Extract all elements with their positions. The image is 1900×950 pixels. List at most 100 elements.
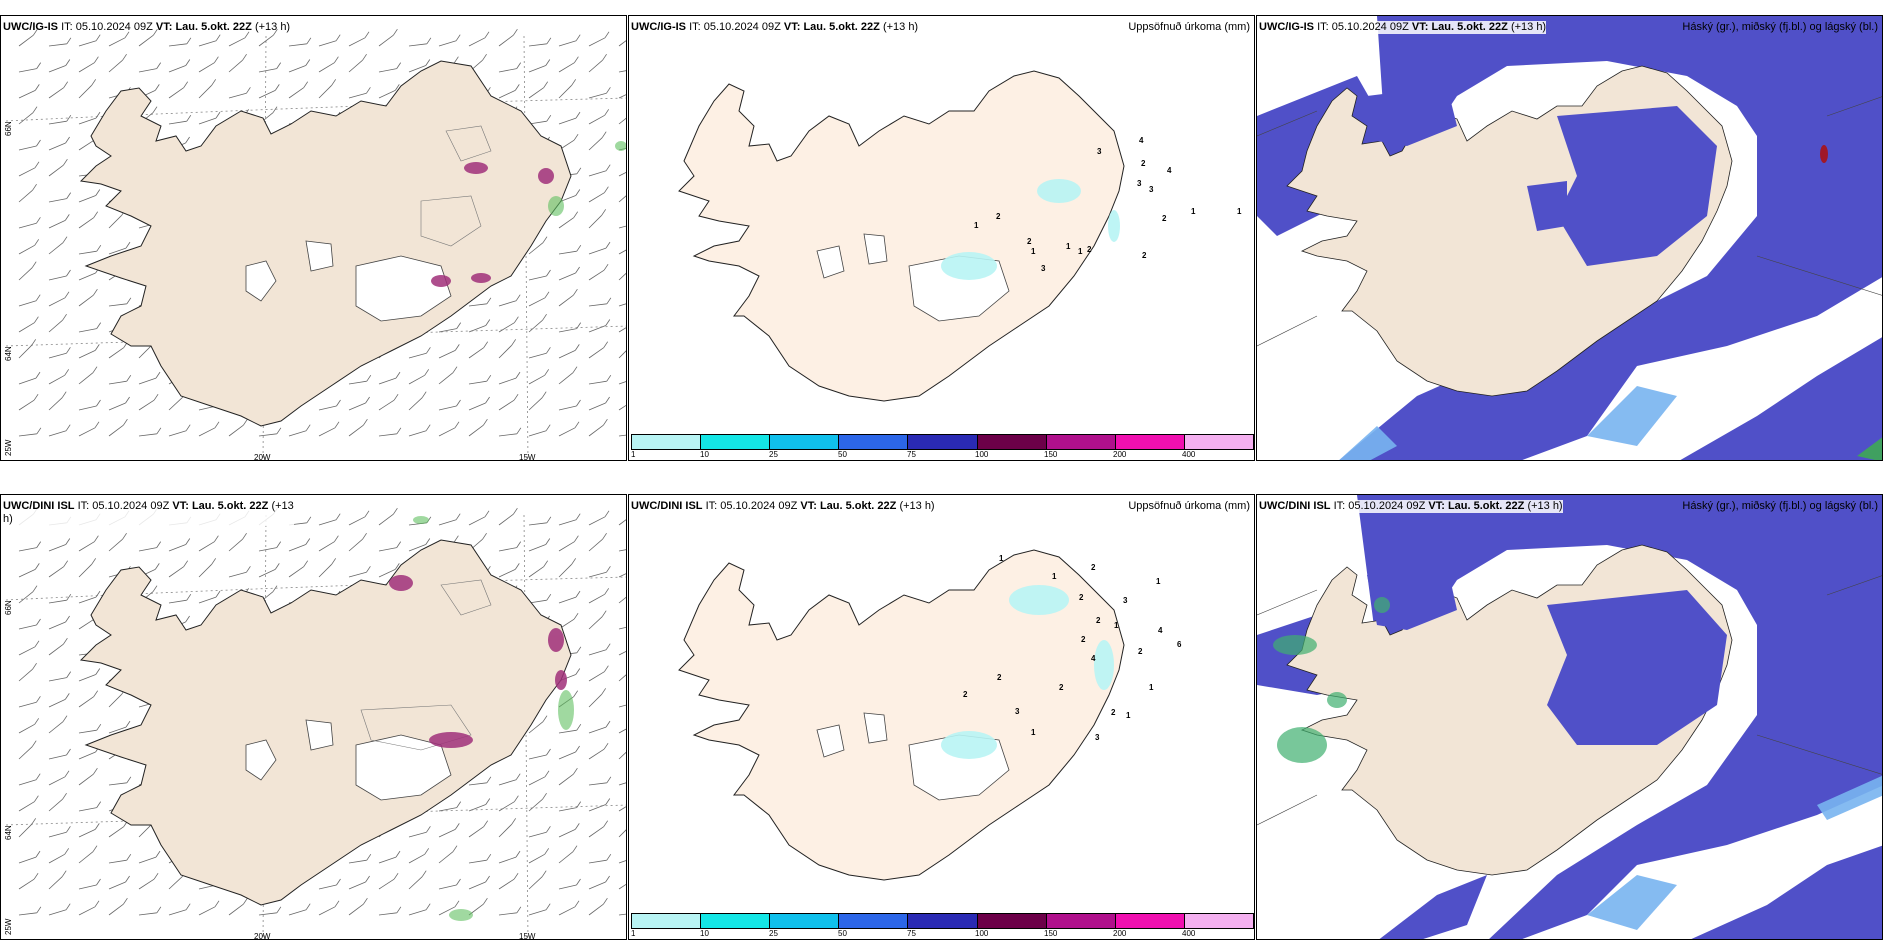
wind-barb (378, 878, 395, 890)
wind-barb (498, 801, 515, 812)
wind-barb-tick (34, 316, 39, 323)
wind-barb-tick (303, 81, 309, 88)
precip-value-label: 2 (1142, 251, 1147, 260)
wind-barb-tick (96, 723, 102, 731)
wind-barb-tick (185, 59, 191, 66)
wind-barb (528, 352, 547, 359)
wind-barb-tick (65, 615, 70, 623)
wind-barb (318, 906, 336, 916)
wind-barb (618, 728, 626, 734)
wind-barb-tick (574, 56, 579, 63)
wind-barb (468, 881, 486, 890)
wind-barb (108, 881, 126, 890)
wind-barb (588, 347, 604, 359)
wind-barb (168, 87, 184, 99)
wind-barb (558, 564, 572, 578)
wind-barb-tick (61, 391, 67, 398)
wind-barb-tick (66, 269, 71, 277)
wind-barb (198, 40, 217, 47)
lon-label-20w: 20W (254, 453, 271, 461)
wind-barb-tick (152, 585, 158, 592)
colorbar-tick: 1 (631, 450, 636, 459)
wind-barb (528, 43, 547, 47)
wind-barb (618, 573, 626, 578)
precip-value-label: 2 (963, 690, 968, 699)
wind-barb-tick (574, 823, 580, 830)
wind-barb (318, 519, 337, 526)
wind-barb-tick (34, 563, 40, 570)
wind-barb (558, 829, 576, 838)
wind-barb (588, 694, 602, 708)
wind-barb-tick (335, 34, 341, 41)
wind-barb (438, 884, 457, 890)
wind-barb-tick (575, 34, 581, 41)
wind-barb (588, 137, 603, 151)
wind-barb-tick (483, 897, 488, 905)
wind-barb-tick (95, 34, 101, 41)
wind-barb-tick (546, 826, 551, 833)
purple-cells (431, 162, 554, 287)
wind-barb-tick (61, 870, 67, 877)
wind-barb (498, 300, 517, 307)
wind-barb-tick (543, 81, 549, 88)
wind-barb-tick (31, 261, 37, 268)
wind-barb (348, 380, 367, 385)
wind-barb-tick (484, 31, 490, 39)
wind-barb-tick (64, 291, 70, 299)
wind-barb-tick (575, 111, 581, 119)
wind-barb (408, 909, 427, 916)
wind-barb (48, 65, 66, 73)
wind-barb-tick (605, 396, 610, 404)
wind-barb (48, 754, 67, 760)
wind-barb (348, 516, 366, 526)
wind-barb-tick (511, 339, 517, 346)
wind-barb (378, 433, 397, 437)
wind-barb-tick (66, 114, 72, 122)
wind-barb-tick (153, 872, 159, 880)
wind-barb (348, 59, 363, 73)
wind-barb-tick (156, 427, 162, 435)
wind-barb (48, 120, 67, 125)
wind-barb-tick (454, 823, 460, 830)
wind-barb-tick (604, 510, 610, 518)
wind-barb (18, 222, 37, 229)
wind-barb-tick (215, 111, 221, 119)
wind-barb (228, 424, 244, 437)
wind-barb (288, 430, 307, 437)
wind-barb (108, 59, 123, 73)
wind-barb-tick (276, 427, 282, 435)
wind-barb-tick (94, 56, 99, 63)
wind-barb (588, 538, 603, 552)
wind-barb-tick (574, 535, 579, 542)
wind-barb (498, 824, 512, 838)
precip-value-label: 3 (1015, 707, 1020, 716)
wind-barb (168, 566, 184, 578)
wind-barb (498, 34, 514, 47)
precip-value-label: 2 (1027, 237, 1032, 246)
wind-barb-tick (514, 84, 520, 91)
wind-barb-tick (126, 297, 132, 305)
colorbar-swatch (632, 435, 702, 449)
wind-barb (168, 43, 187, 47)
wind-barb (18, 399, 35, 411)
wind-barb-tick (123, 897, 128, 905)
wind-barb-tick (426, 37, 432, 45)
wind-barb (108, 538, 123, 552)
wind-barb-tick (65, 59, 71, 66)
wind-barb (18, 300, 37, 307)
wind-barb-tick (542, 792, 547, 800)
wind-barb (618, 117, 626, 125)
wind-barb-tick (185, 424, 191, 431)
wind-barb-tick (214, 535, 219, 542)
iceland-landmass (678, 549, 1125, 881)
wind-barb (468, 516, 486, 526)
wind-barb (258, 547, 277, 552)
wind-barb (618, 650, 626, 656)
precip-areas (941, 179, 1120, 280)
wind-barb (498, 569, 516, 578)
panel-right-title: Uppsöfnuð úrkoma (mm) (1128, 21, 1250, 33)
wind-barb-tick (456, 878, 461, 886)
wind-barb (18, 189, 33, 203)
wind-barb (528, 275, 547, 281)
wind-barb (588, 571, 607, 578)
